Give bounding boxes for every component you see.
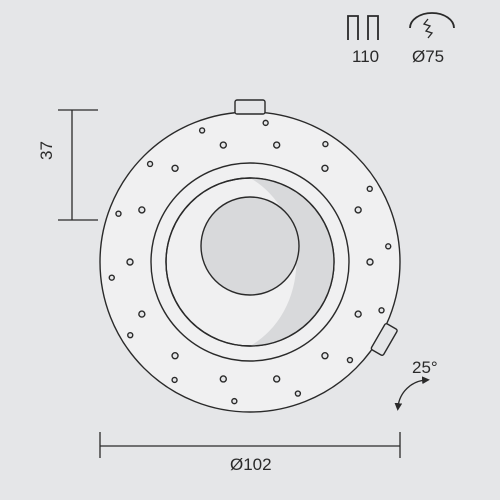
fixture-body bbox=[100, 100, 400, 412]
height-label: 37 bbox=[37, 141, 57, 160]
technical-drawing bbox=[0, 0, 500, 500]
tilt-label: 25° bbox=[412, 358, 438, 378]
drill-label: Ø75 bbox=[412, 47, 444, 67]
cutout-icon bbox=[348, 16, 378, 40]
drill-icon bbox=[410, 13, 454, 38]
dimension-tilt bbox=[398, 380, 426, 407]
diameter-label: Ø102 bbox=[230, 455, 272, 475]
cutout-label: 110 bbox=[352, 47, 379, 67]
dimension-height bbox=[58, 110, 98, 220]
